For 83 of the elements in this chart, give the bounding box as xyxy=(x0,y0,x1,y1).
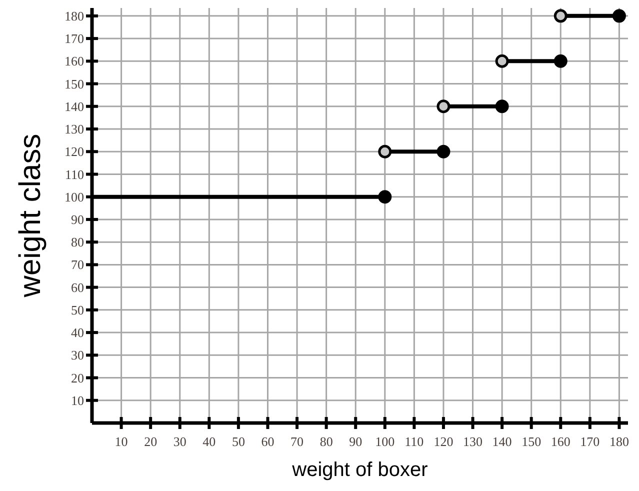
y-axis-tick: 20 xyxy=(71,370,98,386)
x-tick-label: 30 xyxy=(173,434,186,449)
y-tick-label: 50 xyxy=(71,302,84,318)
x-axis-tick: 40 xyxy=(202,417,216,449)
y-tick-label: 80 xyxy=(71,234,84,250)
y-tick-label: 70 xyxy=(71,257,84,272)
x-tick-label: 180 xyxy=(609,434,629,449)
x-tick-label: 10 xyxy=(114,434,128,449)
y-tick-label: 120 xyxy=(64,144,84,160)
y-axis-tick: 90 xyxy=(71,212,98,227)
y-tick-label: 130 xyxy=(64,122,84,137)
y-tick-label: 10 xyxy=(71,392,84,408)
y-axis-tick: 170 xyxy=(64,31,98,46)
x-tick-label: 120 xyxy=(434,434,454,449)
x-axis-tick: 30 xyxy=(173,417,186,449)
y-tick-label: 100 xyxy=(64,189,84,204)
x-tick-label: 110 xyxy=(404,434,424,449)
x-axis-tick: 70 xyxy=(290,417,304,449)
y-axis-tick: 120 xyxy=(64,144,98,160)
point xyxy=(495,54,509,68)
point xyxy=(378,190,392,204)
point xyxy=(612,9,626,23)
y-axis-tick: 50 xyxy=(71,302,98,318)
y-tick-label: 30 xyxy=(71,348,84,363)
y-axis-tick: 40 xyxy=(71,325,98,340)
x-axis-tick: 140 xyxy=(492,417,512,449)
x-axis-tick: 110 xyxy=(404,417,424,449)
x-axis-tick: 130 xyxy=(463,417,483,449)
x-axis-tick: 80 xyxy=(320,417,333,449)
y-axis-tick: 140 xyxy=(64,98,98,114)
x-axis-tick: 10 xyxy=(114,417,128,449)
y-axis-tick: 110 xyxy=(64,166,98,182)
y-tick-label: 150 xyxy=(64,76,84,92)
x-tick-label: 50 xyxy=(232,434,245,449)
x-axis-tick: 150 xyxy=(522,417,542,449)
x-tick-label: 140 xyxy=(492,434,512,449)
y-axis-tick: 70 xyxy=(71,257,98,272)
y-axis-tick: 100 xyxy=(64,189,98,204)
y-axis-title: weight class xyxy=(14,134,47,298)
x-tick-label: 80 xyxy=(320,434,333,449)
x-tick-label: 70 xyxy=(290,434,304,449)
x-tick-label: 170 xyxy=(580,434,600,449)
x-tick-label: 160 xyxy=(550,434,570,449)
x-tick-label: 100 xyxy=(375,434,395,449)
point xyxy=(436,144,450,158)
y-tick-label: 40 xyxy=(71,325,84,340)
y-axis-tick: 160 xyxy=(64,54,98,69)
x-tick-label: 150 xyxy=(522,434,542,449)
x-tick-label: 20 xyxy=(144,434,158,449)
x-tick-label: 40 xyxy=(202,434,216,449)
y-tick-label: 110 xyxy=(64,166,84,182)
y-tick-label: 170 xyxy=(64,31,84,46)
y-tick-label: 160 xyxy=(64,54,84,69)
x-axis-tick: 50 xyxy=(232,417,245,449)
point xyxy=(554,9,568,23)
x-axis-tick: 20 xyxy=(144,417,158,449)
y-tick-label: 180 xyxy=(64,8,84,24)
point xyxy=(554,54,568,68)
x-tick-label: 60 xyxy=(261,434,274,449)
x-tick-label: 90 xyxy=(349,434,362,449)
y-tick-label: 60 xyxy=(71,280,84,295)
y-tick-label: 140 xyxy=(64,98,84,114)
y-axis-tick: 10 xyxy=(71,392,98,408)
x-axis-tick: 90 xyxy=(349,417,362,449)
y-axis-tick: 180 xyxy=(64,8,98,24)
x-axis-tick: 170 xyxy=(580,417,600,449)
y-axis-tick: 150 xyxy=(64,76,98,92)
point xyxy=(436,100,450,114)
x-axis-tick: 60 xyxy=(261,417,274,449)
y-axis-tick: 60 xyxy=(71,280,98,295)
y-axis-tick: 80 xyxy=(71,234,98,250)
x-tick-label: 130 xyxy=(463,434,483,449)
x-axis-tick: 120 xyxy=(434,417,454,449)
x-axis-tick: 100 xyxy=(375,417,395,449)
x-axis-tick: 180 xyxy=(609,417,629,449)
point xyxy=(378,144,392,158)
x-axis-title: weight of boxer xyxy=(291,459,428,481)
y-axis-tick: 30 xyxy=(71,348,98,363)
y-tick-label: 20 xyxy=(71,370,84,386)
x-axis-tick: 160 xyxy=(550,417,570,449)
y-tick-label: 90 xyxy=(71,212,84,228)
point xyxy=(495,100,509,114)
y-axis-tick: 130 xyxy=(64,122,98,137)
